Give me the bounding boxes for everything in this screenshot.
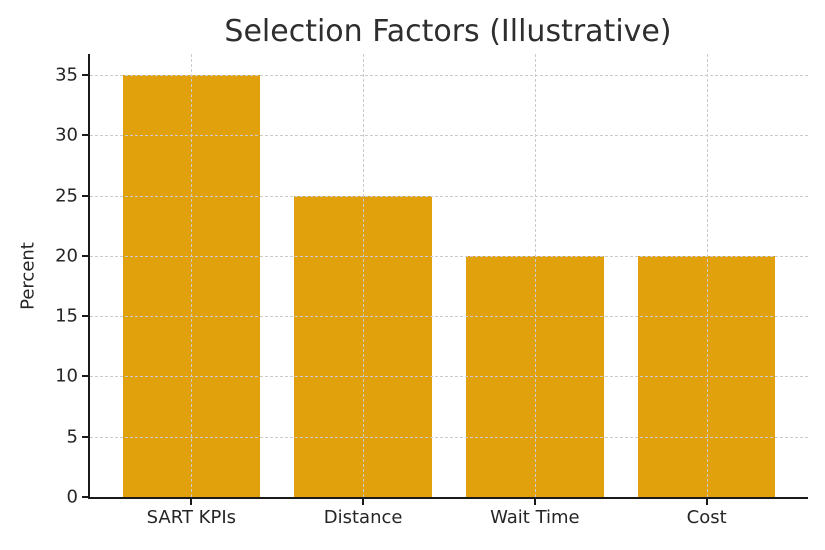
x-tick-label: Wait Time	[490, 507, 580, 528]
x-tick-label: Cost	[686, 507, 727, 528]
x-tick	[705, 499, 708, 505]
y-tick-label: 5	[66, 426, 78, 448]
x-tick-label: Distance	[323, 507, 403, 528]
y-tick	[82, 134, 88, 137]
y-tick	[82, 375, 88, 378]
y-tick-label: 20	[55, 245, 78, 267]
y-gridline	[90, 75, 808, 77]
x-gridline	[534, 54, 536, 497]
y-tick	[82, 496, 88, 498]
y-axis-label: Percent	[17, 242, 39, 310]
y-tick	[82, 254, 88, 257]
plot-area: 0 5 10 15 20 25 30 35 SART KPIs Distance Wait Time…	[55, 54, 808, 528]
y-tick	[82, 435, 88, 438]
y-tick-label: 35	[55, 64, 78, 86]
y-tick	[82, 74, 88, 77]
bar-sart-kpis	[122, 75, 261, 497]
y-gridline	[90, 316, 808, 318]
y-tick-label: 25	[55, 185, 78, 207]
y-gridline	[90, 436, 808, 438]
y-gridline	[90, 376, 808, 378]
y-tick-label: 30	[55, 124, 78, 146]
y-tick	[82, 194, 88, 197]
y-gridline	[90, 135, 808, 137]
x-gridline	[706, 54, 708, 497]
x-tick-label: SART KPIs	[146, 507, 237, 528]
y-tick-label: 0	[66, 486, 78, 508]
x-tick	[533, 499, 536, 505]
y-gridline	[90, 255, 808, 257]
x-tick	[190, 499, 193, 505]
x-gridline	[191, 54, 193, 497]
y-gridline	[90, 195, 808, 197]
y-tick-label: 15	[55, 305, 78, 327]
chart-title: Selection Factors (Illustrative)	[224, 14, 672, 49]
y-tick	[82, 315, 88, 318]
x-gridline	[363, 54, 365, 497]
x-tick	[362, 499, 365, 505]
y-tick-label: 10	[55, 365, 78, 387]
